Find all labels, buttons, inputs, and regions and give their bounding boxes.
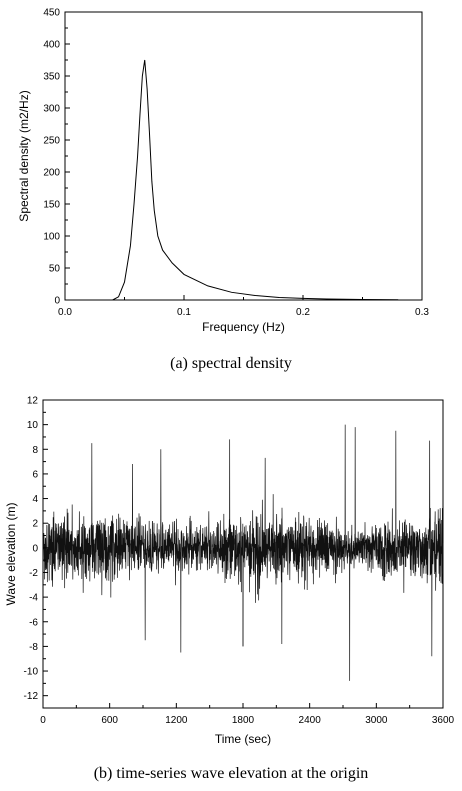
x-tick-label: 0.1 bbox=[177, 307, 191, 318]
y-tick-label: -10 bbox=[24, 667, 39, 678]
y-tick-label: -8 bbox=[29, 642, 38, 653]
wave-line-segment bbox=[92, 464, 144, 598]
y-tick-label: 300 bbox=[43, 104, 60, 115]
x-tick-label: 0.3 bbox=[415, 307, 429, 318]
x-tick-label: 0 bbox=[40, 715, 46, 726]
y-tick-label: -2 bbox=[29, 568, 38, 579]
y-tick-label: 10 bbox=[27, 420, 39, 431]
x-tick-label: 2400 bbox=[299, 715, 322, 726]
x-tick-label: 3600 bbox=[432, 715, 455, 726]
x-tick-label: 1200 bbox=[165, 715, 188, 726]
y-axis-label: Wave elevation (m) bbox=[4, 503, 18, 606]
caption-a: (a) spectral density bbox=[170, 355, 292, 372]
wave-line-segment bbox=[392, 430, 444, 657]
y-tick-label: 12 bbox=[27, 396, 39, 407]
x-axis-label: Frequency (Hz) bbox=[202, 320, 285, 334]
wave-line-segment bbox=[42, 443, 94, 593]
y-tick-label: 100 bbox=[43, 232, 60, 243]
y-tick-label: -4 bbox=[29, 593, 38, 604]
wave-line-segment bbox=[192, 439, 244, 647]
x-axis-label: Time (sec) bbox=[215, 732, 271, 746]
y-tick-label: 50 bbox=[49, 264, 61, 275]
y-tick-label: 8 bbox=[32, 445, 38, 456]
y-tick-label: 0 bbox=[32, 543, 38, 554]
x-tick-label: 3000 bbox=[365, 715, 388, 726]
x-tick-label: 0.2 bbox=[296, 307, 310, 318]
caption-b: (b) time-series wave elevation at the or… bbox=[93, 765, 369, 782]
plot-frame bbox=[64, 11, 423, 301]
y-tick-label: 0 bbox=[54, 296, 60, 307]
x-tick-label: 600 bbox=[101, 715, 118, 726]
wave-series bbox=[42, 424, 444, 681]
y-tick-label: 200 bbox=[43, 168, 60, 179]
y-tick-label: 450 bbox=[43, 8, 60, 19]
x-tick-label: 1800 bbox=[232, 715, 255, 726]
y-tick-label: 150 bbox=[43, 200, 60, 211]
y-tick-label: -6 bbox=[29, 617, 38, 628]
y-tick-label: 4 bbox=[32, 494, 38, 505]
y-tick-label: -12 bbox=[24, 691, 39, 702]
y-tick-label: 2 bbox=[32, 519, 38, 530]
x-tick-label: 0.0 bbox=[58, 307, 72, 318]
wave-elevation-chart: 0 600 1200 1800 2400 3000 3600 -12 -10 -8 -6 -4 -2 0… bbox=[4, 396, 455, 747]
wave-line-segment bbox=[292, 511, 344, 590]
y-tick-label: 250 bbox=[43, 136, 60, 147]
spectrum-line bbox=[112, 59, 399, 301]
wave-line-segment bbox=[342, 424, 394, 681]
wave-line-segment bbox=[142, 449, 194, 653]
y-tick-label: 350 bbox=[43, 72, 60, 83]
y-tick-label: 6 bbox=[32, 469, 38, 480]
y-tick-label: 400 bbox=[43, 40, 60, 51]
wave-line-segment bbox=[242, 457, 294, 647]
y-axis-label: Spectral density (m2/Hz) bbox=[17, 90, 31, 221]
spectral-density-chart: 0.0 0.1 0.2 0.3 0 50 100 150 200 250 300 350 400 450… bbox=[17, 8, 429, 335]
